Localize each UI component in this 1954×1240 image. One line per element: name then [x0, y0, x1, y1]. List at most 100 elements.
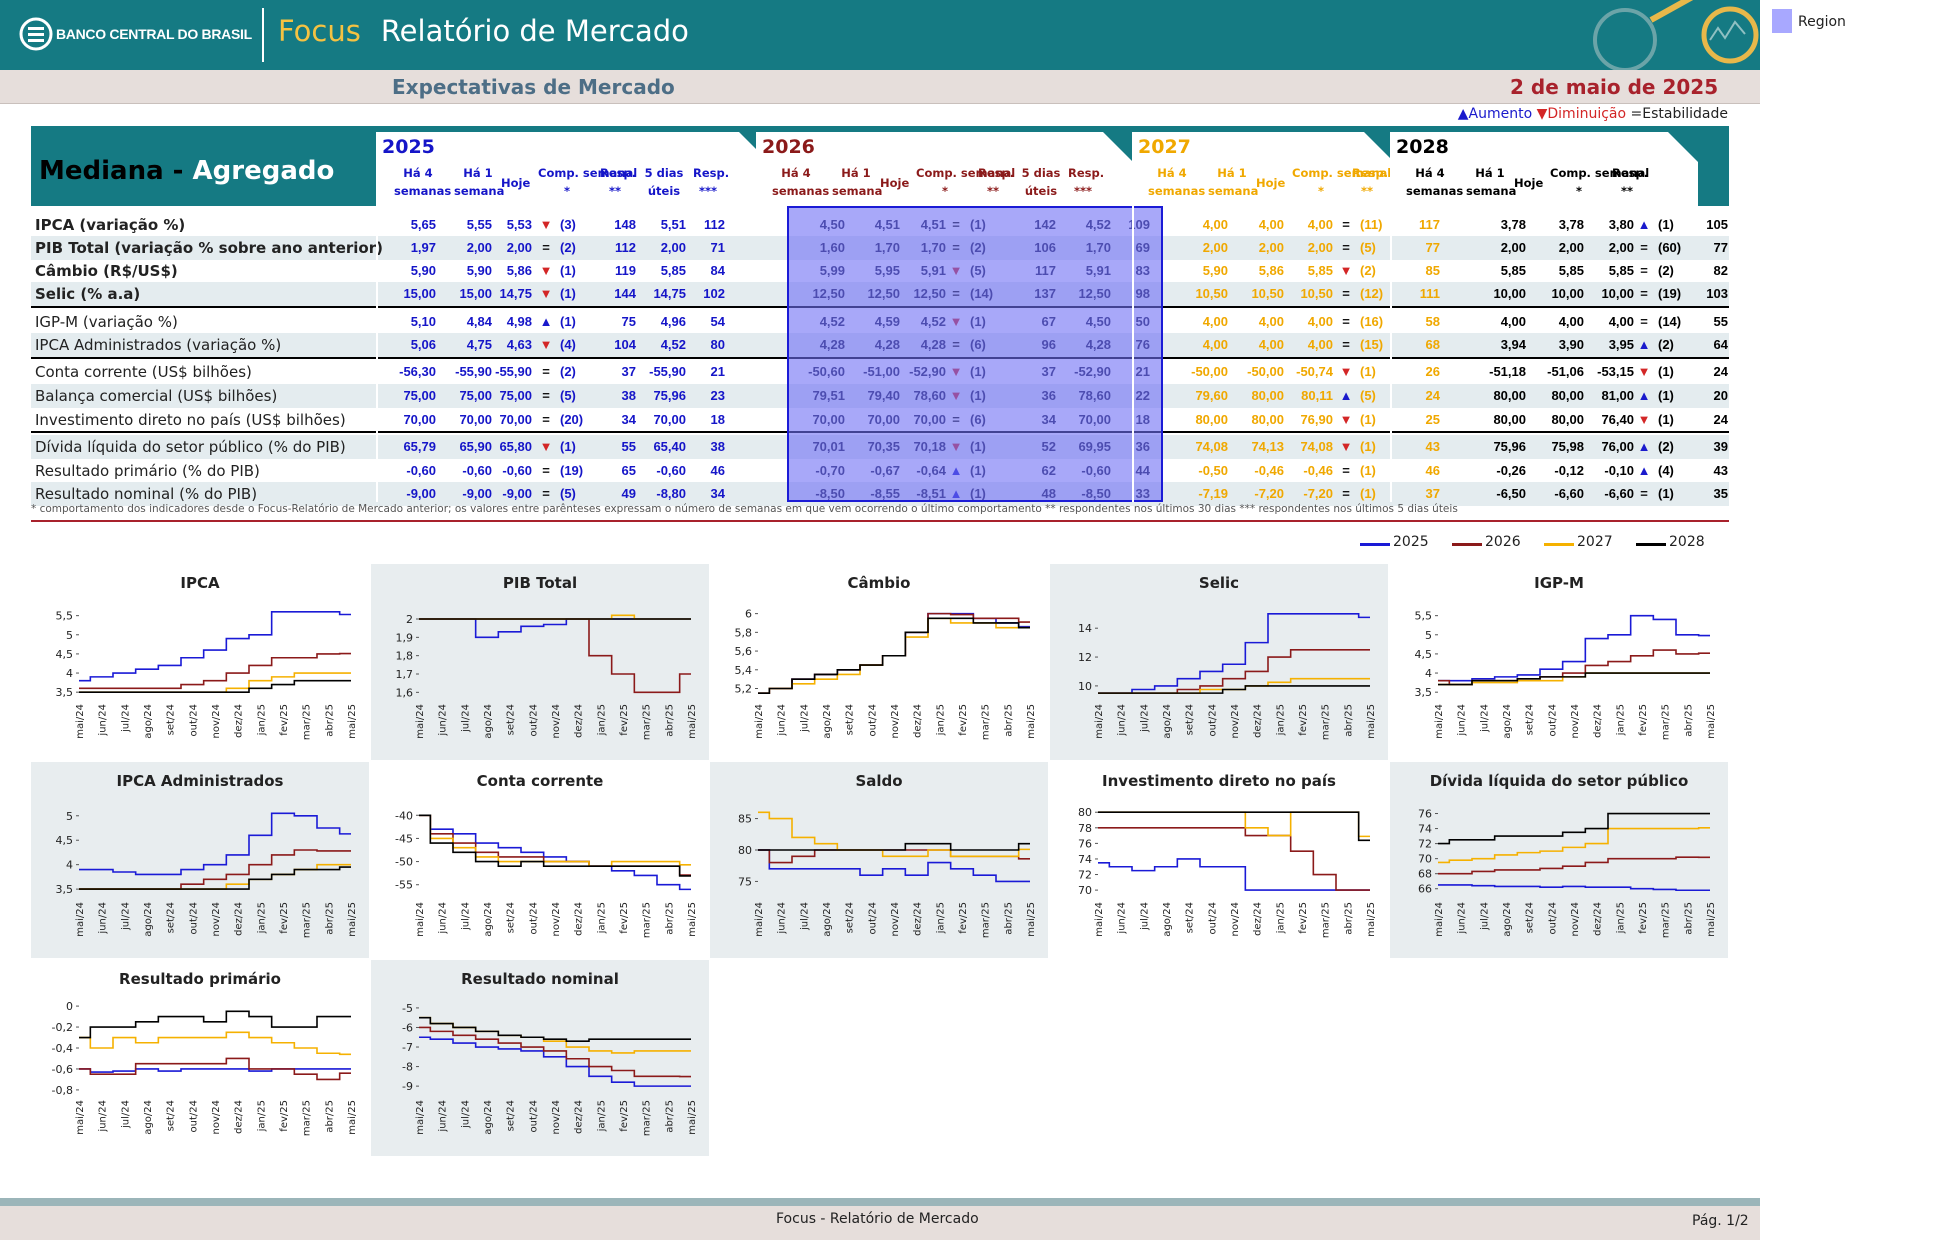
series-line-2025	[79, 812, 351, 876]
trend-icon: ▼	[539, 337, 553, 352]
x-tick-label: abr/25	[324, 902, 335, 935]
table-cell: 74,13	[1251, 439, 1284, 454]
table-cell: (4)	[560, 337, 576, 352]
column-header: Hoje	[1514, 176, 1544, 190]
table-cell: (1)	[1360, 439, 1376, 454]
table-header: Mediana - Agregado 2025 Há 4 semanas Há 1 se…	[31, 126, 1729, 206]
row-label: Resultado primário (% do PIB)	[35, 462, 260, 480]
x-tick-label: mar/25	[302, 902, 313, 938]
table-cell: 5,86	[506, 263, 532, 278]
table-cell: (5)	[560, 388, 576, 403]
y-tick-label: 74	[1418, 823, 1432, 836]
series-line-2026	[1438, 856, 1710, 875]
x-tick-label: set/24	[506, 704, 517, 735]
table-cell: (14)	[1658, 314, 1682, 329]
focus-label: Focus	[278, 14, 361, 48]
top-banner: BANCO CENTRAL DO BRASIL Focus Relatório d…	[0, 0, 1760, 70]
series-line-2028	[1438, 812, 1710, 845]
x-tick-label: ago/24	[1502, 704, 1513, 739]
table-cell: (1)	[1658, 388, 1674, 403]
y-tick-label: 4	[66, 667, 73, 680]
row-label: Balança comercial (US$ bilhões)	[35, 387, 278, 405]
chart-title: Dívida líquida do setor público	[1429, 772, 1689, 790]
legend-label: 2028	[1669, 534, 1705, 550]
x-tick-label: out/24	[867, 902, 878, 934]
table-cell: 3,78	[1558, 217, 1584, 232]
table-cell: -9,00	[462, 486, 492, 501]
x-tick-label: dez/24	[1253, 704, 1264, 738]
table-cell: (1)	[1360, 412, 1376, 427]
x-tick-label: dez/24	[913, 704, 924, 738]
column-header: Hoje	[1256, 176, 1286, 190]
table-cell: (2)	[1658, 337, 1674, 352]
footnote-divider	[31, 520, 1729, 522]
chart-resultado-nominal: Resultado nominal -9 -8 -7 -6 -5 mai/24 jun/24 j…	[371, 960, 709, 1156]
table-cell: -7,19	[1198, 486, 1228, 501]
trend-icon: =	[1640, 486, 1648, 501]
chart-svg: 5,2 5,4 5,6 5,8 6 mai/24 jun/24 jul/24 ago/24 set…	[735, 608, 1038, 740]
table-cell: -0,46	[1303, 463, 1333, 478]
trend-icon: =	[1342, 337, 1350, 352]
y-tick-label: 75	[738, 875, 752, 888]
x-tick-label: fev/25	[619, 704, 630, 736]
chart-resultado-prim-rio: Resultado primário -0,8 -0,6 -0,4 -0,2 0 mai/2…	[31, 960, 369, 1156]
y-tick-label: -6	[402, 1021, 413, 1034]
table-cell: (1)	[1658, 412, 1674, 427]
x-tick-label: mai/25	[687, 902, 698, 937]
table-cell: (19)	[1658, 286, 1682, 301]
table-cell: 5,51	[660, 217, 686, 232]
trend-icon: =	[1640, 286, 1648, 301]
table-cell: (1)	[560, 314, 576, 329]
column-divider	[376, 206, 378, 502]
table-cell: 4,00	[1258, 337, 1284, 352]
y-tick-label: -9	[402, 1080, 413, 1093]
table-cell: 5,90	[466, 263, 492, 278]
series-line-2025	[419, 814, 691, 891]
table-cell: 2,00	[1202, 240, 1228, 255]
table-cell: 5,86	[1258, 263, 1284, 278]
table-cell: 80,00	[1493, 412, 1526, 427]
x-tick-label: jun/24	[98, 1100, 109, 1133]
x-tick-label: nov/24	[211, 902, 222, 936]
chart-c-mbio: Câmbio 5,2 5,4 5,6 5,8 6 mai/24 jun/24 jul/24 ago…	[710, 564, 1048, 760]
table-cell: (1)	[1360, 463, 1376, 478]
y-tick-label: -0,2	[52, 1021, 73, 1034]
x-tick-label: jan/25	[935, 902, 946, 934]
x-tick-label: set/24	[166, 902, 177, 933]
chart-title: Resultado nominal	[461, 970, 619, 988]
table-cell: 5,85	[1608, 263, 1634, 278]
year-label: 2027	[1138, 136, 1191, 158]
trend-icon: ▲	[539, 314, 553, 329]
y-tick-label: 72	[1418, 838, 1432, 851]
y-tick-label: 4,5	[1415, 648, 1433, 661]
x-tick-label: set/24	[1185, 704, 1196, 735]
table-cell: 2,00	[466, 240, 492, 255]
column-header: Há 4 semanas	[772, 166, 830, 198]
table-cell: 75,00	[499, 388, 532, 403]
table-cell: 70,00	[499, 412, 532, 427]
y-tick-label: 5,6	[735, 645, 753, 658]
table-cell: 70,00	[459, 412, 492, 427]
series-line-2026	[79, 652, 351, 690]
series-line-2025	[419, 618, 691, 639]
series-line-2028	[1438, 672, 1710, 686]
y-tick-label: -50	[395, 856, 413, 869]
table-cell: 2,00	[1558, 240, 1584, 255]
table-cell: (5)	[1360, 388, 1376, 403]
chart-title: IPCA	[180, 574, 220, 592]
x-tick-label: mai/24	[1434, 902, 1445, 937]
table-cell: 43	[1425, 439, 1440, 454]
x-tick-label: out/24	[867, 704, 878, 736]
legend-label: 2025	[1393, 534, 1429, 550]
table-cell: 37	[621, 364, 636, 379]
table-cell: -6,60	[1604, 486, 1634, 501]
x-tick-label: fev/25	[958, 902, 969, 934]
chart-title: Investimento direto no país	[1102, 772, 1336, 790]
table-cell: 80,00	[1493, 388, 1526, 403]
trend-icon: ▲	[1637, 217, 1651, 232]
y-tick-label: -0,8	[52, 1084, 73, 1097]
chart-title: Câmbio	[847, 574, 911, 592]
series-line-2025	[419, 1036, 691, 1087]
series-line-2026	[79, 1057, 351, 1081]
table-cell: 3,90	[1558, 337, 1584, 352]
